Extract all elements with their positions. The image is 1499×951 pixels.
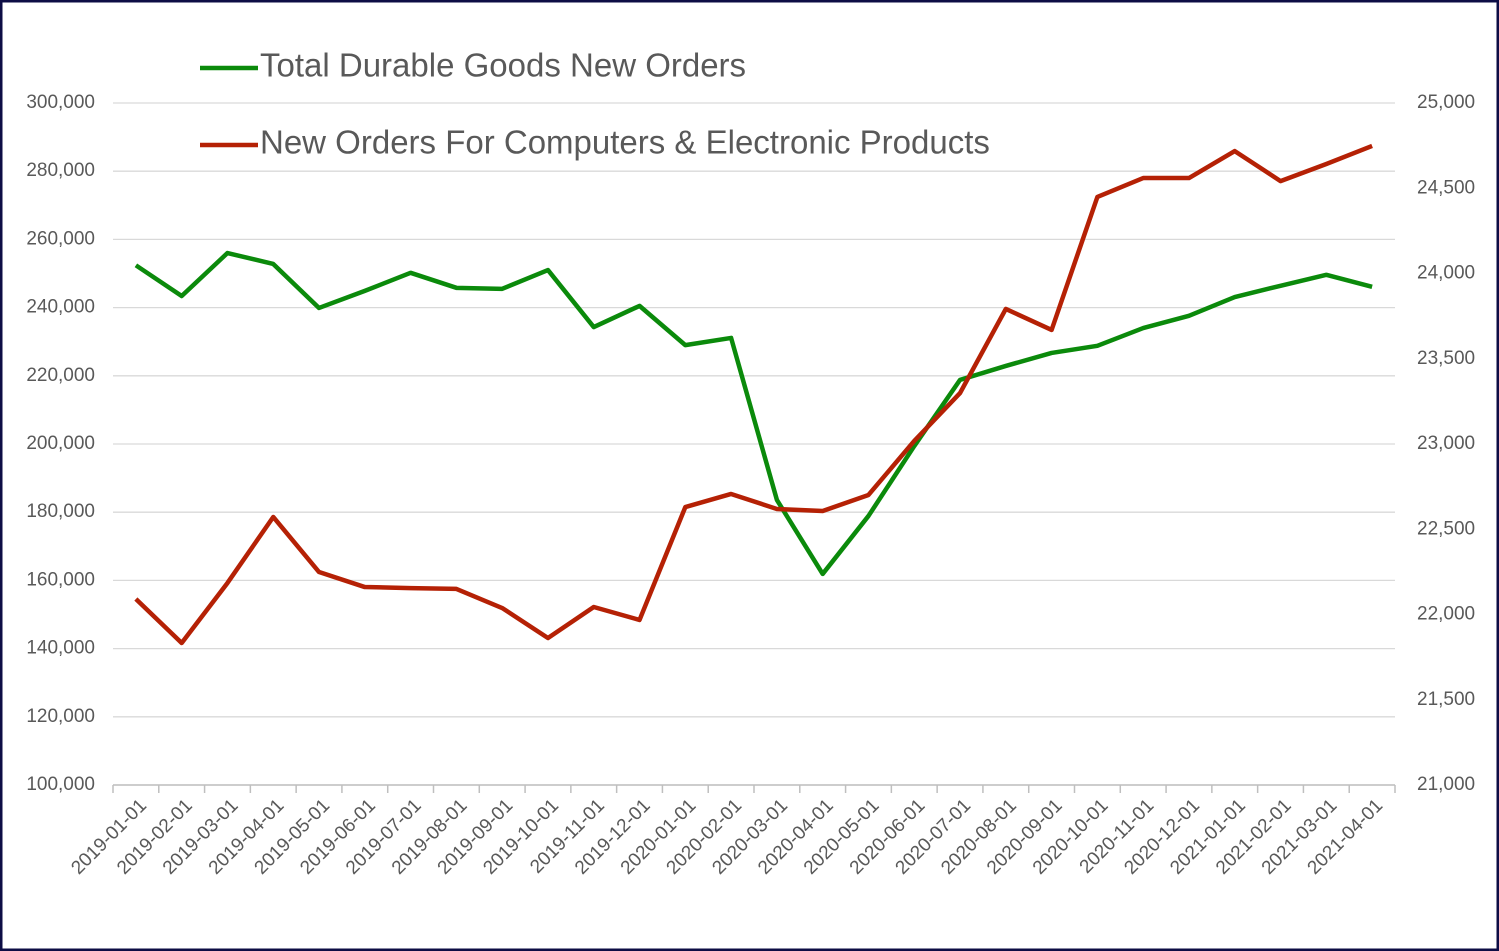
y-tick-label: 260,000 — [26, 228, 95, 249]
series-line — [134, 250, 1373, 577]
y2-tick-label: 24,500 — [1417, 177, 1475, 198]
y-tick-label: 120,000 — [26, 706, 95, 727]
y-tick-label: 180,000 — [26, 501, 95, 522]
y-tick-label: 240,000 — [26, 297, 95, 318]
y2-tick-label: 21,500 — [1417, 689, 1475, 710]
y-tick-label: 160,000 — [26, 569, 95, 590]
y2-tick-label: 21,000 — [1417, 774, 1475, 795]
series-line — [134, 143, 1373, 646]
y2-tick-label: 22,500 — [1417, 518, 1475, 539]
y-tick-label: 220,000 — [26, 365, 95, 386]
y-tick-label: 100,000 — [26, 774, 95, 795]
y-tick-label: 280,000 — [26, 160, 95, 181]
y-tick-label: 140,000 — [26, 638, 95, 659]
y2-tick-label: 25,000 — [1417, 92, 1475, 113]
y-tick-label: 200,000 — [26, 433, 95, 454]
legend-label: Total Durable Goods New Orders — [260, 47, 746, 84]
y2-tick-label: 23,000 — [1417, 433, 1475, 454]
y-tick-label: 300,000 — [26, 92, 95, 113]
y2-tick-label: 22,000 — [1417, 604, 1475, 625]
y2-tick-label: 24,000 — [1417, 263, 1475, 284]
y2-tick-label: 23,500 — [1417, 348, 1475, 369]
legend-label: New Orders For Computers & Electronic Pr… — [260, 124, 990, 161]
